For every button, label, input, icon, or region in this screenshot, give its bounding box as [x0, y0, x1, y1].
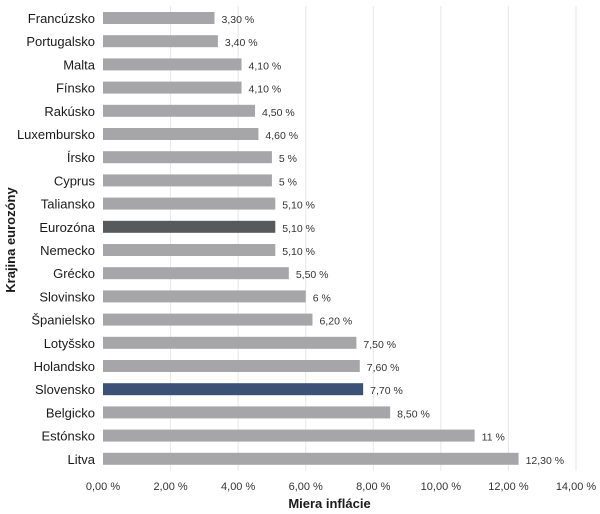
category-label: Lotyšsko — [44, 336, 95, 351]
bar — [103, 35, 218, 48]
value-label: 5,50 % — [296, 269, 329, 281]
category-labels: Francúzsko Portugalsko Malta Fínsko Rakúsko L… — [17, 11, 96, 467]
bar — [103, 58, 242, 71]
value-label: 5,10 % — [282, 223, 315, 235]
bar — [103, 128, 259, 140]
x-tick-label: 6,00 % — [289, 481, 323, 493]
bar — [103, 290, 306, 303]
category-label: Španielsko — [31, 313, 95, 328]
bar — [103, 244, 276, 256]
value-label: 7,50 % — [363, 339, 396, 351]
value-label: 4,50 % — [262, 107, 295, 119]
value-label: 7,70 % — [370, 385, 403, 397]
category-label: Grécko — [53, 266, 95, 281]
bar — [103, 81, 242, 94]
bar — [103, 313, 313, 326]
x-tick-label: 2,00 % — [153, 481, 187, 493]
value-label: 4,10 % — [249, 60, 282, 72]
category-label: Litva — [68, 452, 96, 467]
value-labels: 3,30 % 3,40 % 4,10 % 4,10 % 4,50 % 4,60 % 5 % 5… — [221, 14, 564, 467]
category-label: Estónsko — [42, 429, 95, 444]
category-label: Portugalsko — [26, 34, 95, 49]
category-label: Nemecko — [40, 243, 95, 258]
category-label: Taliansko — [41, 197, 95, 212]
category-label: Rakúsko — [44, 104, 95, 119]
x-tick-label: 4,00 % — [221, 481, 255, 493]
bar — [103, 336, 357, 349]
category-label: Írsko — [67, 150, 95, 165]
x-tick-label: 10,00 % — [421, 481, 462, 493]
x-tick-label: 0,00 % — [86, 481, 120, 493]
y-axis-title: Krajina eurozóny — [3, 186, 18, 292]
bar — [103, 452, 519, 465]
value-label: 12,30 % — [526, 455, 565, 467]
x-tick-labels: 0,00 % 2,00 % 4,00 % 6,00 % 8,00 % 10,00 % 12,… — [86, 481, 597, 493]
x-axis-title: Miera inflácie — [288, 496, 370, 511]
bar — [103, 267, 289, 280]
bar — [103, 197, 276, 210]
bar — [103, 220, 276, 233]
category-label: Eurozóna — [39, 220, 95, 235]
value-label: 11 % — [482, 432, 505, 444]
value-label: 5,10 % — [282, 246, 315, 258]
value-label: 3,30 % — [221, 14, 254, 26]
value-label: 5 % — [279, 176, 297, 188]
bar — [103, 383, 364, 396]
x-tick-label: 14,00 % — [556, 481, 597, 493]
value-label: 4,10 % — [249, 84, 282, 96]
value-label: 6,20 % — [319, 316, 352, 328]
bar — [103, 360, 360, 372]
category-label: Fínsko — [56, 81, 95, 96]
value-label: 7,60 % — [367, 362, 400, 374]
value-label: 6 % — [313, 292, 331, 304]
bar — [103, 429, 475, 442]
category-label: Slovensko — [35, 382, 95, 397]
category-label: Malta — [63, 57, 96, 72]
gridlines — [170, 6, 577, 471]
x-tick-label: 12,00 % — [488, 481, 529, 493]
category-label: Slovinsko — [39, 289, 95, 304]
x-tick-label: 8,00 % — [356, 481, 390, 493]
category-label: Luxembursko — [17, 127, 95, 142]
category-label: Cyprus — [54, 173, 96, 188]
bar — [103, 104, 256, 117]
bar — [103, 406, 391, 419]
bars — [103, 12, 519, 465]
category-label: Belgicko — [46, 405, 95, 420]
bar — [103, 12, 215, 24]
bar — [103, 151, 272, 164]
value-label: 3,40 % — [225, 37, 258, 49]
category-label: Holandsko — [34, 359, 95, 374]
value-label: 4,60 % — [265, 130, 298, 142]
value-label: 5 % — [279, 153, 297, 165]
value-label: 5,10 % — [282, 200, 315, 212]
category-label: Francúzsko — [28, 11, 95, 26]
value-label: 8,50 % — [397, 408, 430, 420]
bar — [103, 174, 272, 187]
